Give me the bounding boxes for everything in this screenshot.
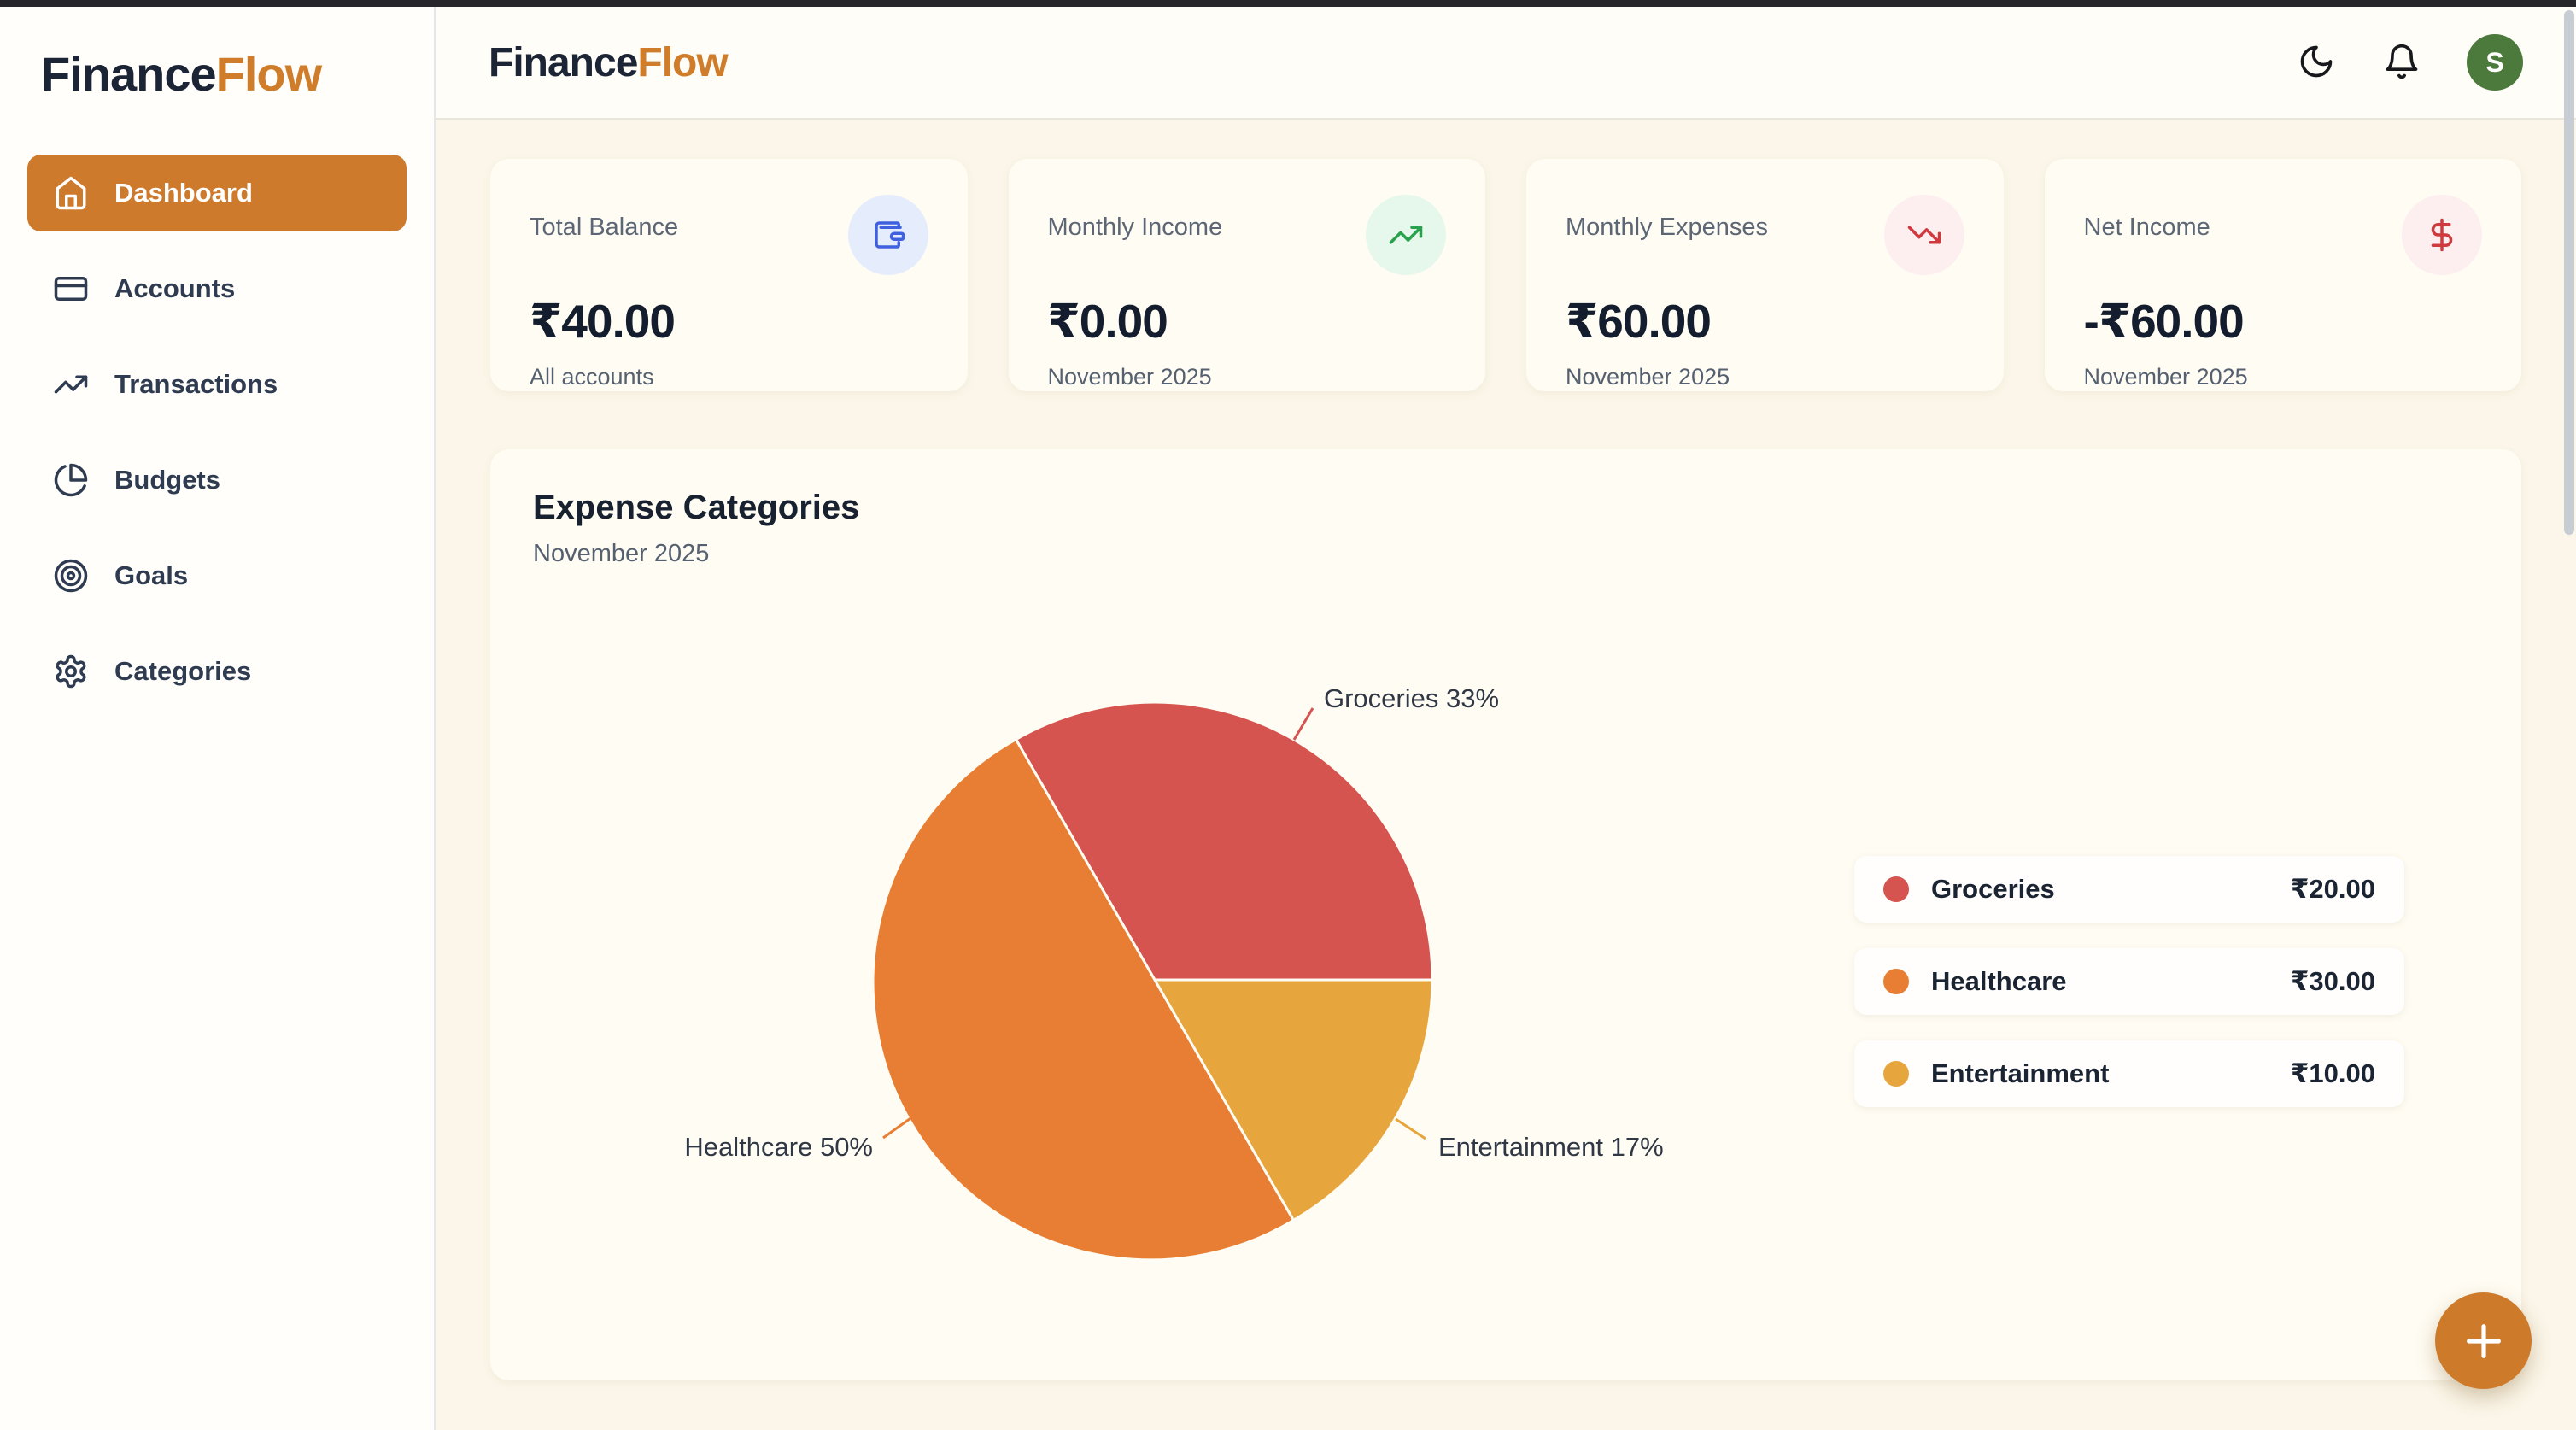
sidebar-item-transactions[interactable]: Transactions [27, 346, 407, 423]
avatar[interactable]: S [2467, 34, 2523, 91]
pie-chart-icon [54, 463, 88, 497]
stat-card-top: Net Income [2083, 195, 2482, 275]
stat-icon-circle [1883, 195, 1964, 275]
pie-callout-line-entertainment [1395, 1117, 1426, 1140]
sidebar-item-label: Dashboard [114, 178, 253, 208]
stat-label: Monthly Expenses [1566, 214, 1768, 241]
credit-card-icon [54, 277, 88, 301]
stat-value: ₹40.00 [530, 295, 676, 348]
trending-up-icon [54, 375, 88, 394]
trending-down-icon [1907, 226, 1941, 244]
stat-icon-circle [847, 195, 928, 275]
expense-categories-card: Expense Categories November 2025 Groceri… [490, 449, 2521, 1380]
logo-text-primary: Finance [41, 47, 217, 101]
chart-subtitle: November 2025 [533, 540, 710, 567]
stat-value: ₹0.00 [1047, 295, 1168, 348]
stat-icon-circle [1366, 195, 1446, 275]
sidebar-item-dashboard[interactable]: Dashboard [27, 155, 407, 231]
stat-card-top: Monthly Income [1047, 195, 1446, 275]
sidebar-item-label: Categories [114, 656, 252, 686]
sidebar-nav: Dashboard Accounts Transactions Budgets … [27, 155, 407, 710]
sidebar-item-label: Accounts [114, 273, 236, 303]
stat-card-net-income: Net Income -₹60.00 November 2025 [2044, 159, 2521, 391]
legend-dot-healthcare [1883, 969, 1909, 994]
pie-legend: Groceries ₹20.00 Healthcare ₹30.00 Enter… [1854, 856, 2404, 1107]
dashboard-content: Total Balance ₹40.00 All accounts Monthl… [436, 120, 2576, 1430]
pie-callout-label-entertainment: Entertainment 17% [1438, 1132, 1664, 1162]
gear-icon [56, 654, 86, 689]
stat-value: ₹60.00 [1566, 295, 1712, 348]
stat-card-top: Total Balance [530, 195, 928, 275]
sidebar-item-label: Transactions [114, 369, 278, 399]
sidebar-item-label: Budgets [114, 465, 220, 495]
sidebar-item-label: Goals [114, 560, 189, 590]
header-title-accent: Flow [637, 39, 728, 85]
sidebar-item-goals[interactable]: Goals [27, 537, 407, 614]
legend-amount: ₹30.00 [2290, 966, 2375, 996]
pie-callout-label-healthcare: Healthcare 50% [684, 1132, 873, 1162]
sidebar-item-categories[interactable]: Categories [27, 633, 407, 710]
legend-amount: ₹10.00 [2290, 1058, 2375, 1088]
legend-label: Groceries [1931, 874, 2055, 904]
stat-card-monthly-income: Monthly Income ₹0.00 November 2025 [1008, 159, 1485, 391]
legend-amount: ₹20.00 [2290, 874, 2375, 904]
bell-icon [2386, 44, 2418, 79]
page-title: FinanceFlow [489, 39, 729, 86]
trending-up-icon [1389, 226, 1423, 244]
pie-slice-healthcare[interactable] [871, 738, 1295, 1262]
theme-toggle-button[interactable] [2296, 42, 2337, 83]
stat-label: Total Balance [530, 214, 679, 241]
stat-card-total-balance: Total Balance ₹40.00 All accounts [490, 159, 968, 391]
sidebar: FinanceFlow Dashboard Accounts Transacti… [0, 7, 436, 1430]
pie-callout-label-groceries: Groceries 33% [1324, 683, 1499, 713]
sidebar-item-budgets[interactable]: Budgets [27, 442, 407, 519]
pie-callout-line-groceries [1292, 707, 1314, 741]
legend-label: Entertainment [1931, 1058, 2110, 1088]
legend-item-entertainment: Entertainment ₹10.00 [1854, 1040, 2404, 1107]
expense-pie-chart: Groceries 33% Healthcare 50% Entertainme… [684, 683, 1664, 1262]
dollar-icon [2431, 218, 2453, 252]
legend-label: Healthcare [1931, 966, 2067, 996]
legend-dot-groceries [1883, 876, 1909, 902]
legend-item-healthcare: Healthcare ₹30.00 [1854, 948, 2404, 1015]
logo-text-accent: Flow [215, 47, 323, 101]
vertical-scrollbar-thumb[interactable] [2564, 10, 2574, 535]
target-icon [54, 559, 88, 593]
sidebar-item-accounts[interactable]: Accounts [27, 250, 407, 327]
window-top-strip [0, 0, 2576, 7]
notifications-button[interactable] [2381, 42, 2422, 83]
stat-icon-circle [2402, 195, 2482, 275]
top-header: FinanceFlow S [436, 7, 2576, 120]
stat-card-row: Total Balance ₹40.00 All accounts Monthl… [490, 159, 2521, 391]
wallet-icon [874, 221, 905, 249]
stat-value: -₹60.00 [2083, 295, 2245, 348]
pie-slice-entertainment[interactable] [1153, 978, 1434, 1222]
plus-icon [2466, 1323, 2501, 1358]
header-title-primary: Finance [489, 39, 638, 85]
home-icon [56, 176, 86, 210]
add-transaction-fab[interactable] [2435, 1292, 2532, 1389]
sidebar-logo: FinanceFlow [27, 46, 407, 102]
stat-label: Net Income [2083, 214, 2210, 241]
legend-dot-entertainment [1883, 1061, 1909, 1087]
stat-subtext: All accounts [530, 364, 654, 390]
moon-icon [2300, 45, 2333, 77]
stat-card-top: Monthly Expenses [1566, 195, 1964, 275]
legend-item-groceries: Groceries ₹20.00 [1854, 856, 2404, 923]
stat-subtext: November 2025 [1566, 364, 1730, 390]
header-actions: S [2296, 34, 2523, 91]
stat-subtext: November 2025 [1047, 364, 1212, 390]
chart-title: Expense Categories [533, 489, 860, 526]
stat-subtext: November 2025 [2083, 364, 2248, 390]
pie-callout-line-healthcare [882, 1115, 914, 1140]
stat-label: Monthly Income [1047, 214, 1223, 241]
stat-card-monthly-expenses: Monthly Expenses ₹60.00 November 2025 [1526, 159, 2004, 391]
main-column: FinanceFlow S Total Balance [436, 7, 2576, 1430]
